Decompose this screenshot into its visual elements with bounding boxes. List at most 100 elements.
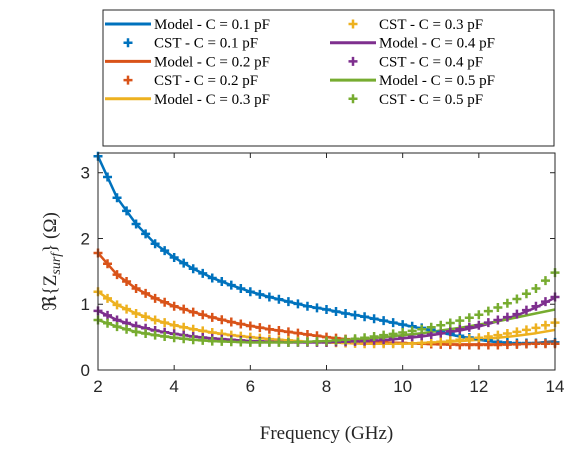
- data-point: [103, 293, 113, 303]
- legend-entry: Model - C = 0.1 pF: [154, 17, 270, 33]
- data-point: [188, 307, 198, 317]
- data-point: [502, 340, 512, 350]
- x-tick-label: 4: [169, 377, 178, 396]
- data-point: [112, 322, 122, 332]
- legend-entry: Model - C = 0.3 pF: [154, 92, 270, 108]
- data-point: [531, 301, 541, 311]
- data-point: [312, 303, 322, 313]
- data-point: [455, 335, 465, 345]
- data-point: [122, 277, 132, 287]
- data-point: [226, 317, 236, 327]
- data-point: [141, 329, 151, 339]
- data-point: [226, 337, 236, 347]
- data-point: [274, 326, 284, 336]
- data-point: [493, 315, 503, 325]
- legend-entry: CST - C = 0.4 pF: [379, 54, 483, 70]
- data-point: [274, 294, 284, 304]
- data-point: [360, 333, 370, 343]
- data-point: [322, 305, 331, 315]
- x-tick-label: 6: [246, 377, 255, 396]
- data-point: [436, 320, 446, 330]
- x-tick-label: 8: [322, 377, 331, 396]
- data-point: [236, 283, 246, 293]
- data-point: [531, 339, 541, 349]
- data-point: [141, 288, 151, 298]
- data-point: [226, 280, 236, 290]
- data-point: [131, 219, 141, 229]
- data-point: [322, 336, 331, 346]
- data-point: [179, 322, 189, 332]
- data-point: [264, 324, 274, 334]
- data-point: [398, 328, 408, 338]
- data-point: [398, 320, 408, 330]
- data-point: [293, 299, 303, 309]
- legend-entry: Model - C = 0.5 pF: [379, 73, 495, 89]
- data-point: [474, 310, 484, 320]
- data-point: [483, 331, 493, 341]
- data-point: [217, 277, 227, 287]
- data-point: [112, 300, 122, 310]
- data-point: [169, 333, 179, 343]
- data-point: [350, 310, 360, 320]
- data-point: [103, 172, 113, 182]
- data-point: [160, 297, 170, 307]
- data-point: [122, 304, 132, 314]
- data-point: [341, 335, 351, 345]
- data-point: [179, 258, 189, 268]
- x-axis: 2 4 6 8 10 12 14: [93, 153, 564, 396]
- data-point: [512, 339, 522, 349]
- data-point: [512, 327, 522, 337]
- data-point: [445, 336, 455, 346]
- data-point: [474, 320, 484, 330]
- data-point: [483, 340, 493, 350]
- data-point: [312, 336, 322, 346]
- data-point: [540, 276, 550, 286]
- data-point: [141, 312, 151, 322]
- data-point: [255, 323, 265, 333]
- data-point: [521, 305, 531, 315]
- data-point: [483, 306, 493, 316]
- data-point: [502, 298, 512, 308]
- data-point: [122, 324, 132, 334]
- x-tick-label: 14: [546, 377, 565, 396]
- data-point: [198, 335, 208, 345]
- data-point: [502, 329, 512, 339]
- y-axis-label-tail: } (Ω): [40, 212, 61, 253]
- x-tick-label: 2: [93, 377, 102, 396]
- data-point: [150, 239, 160, 249]
- data-point: [521, 325, 531, 335]
- data-point: [436, 328, 446, 338]
- data-point: [540, 339, 550, 349]
- data-point: [245, 321, 255, 331]
- legend-entry: Model - C = 0.2 pF: [154, 54, 270, 70]
- data-point: [131, 327, 141, 337]
- data-point: [264, 292, 274, 302]
- y-tick-label: 2: [81, 229, 90, 248]
- y-axis-label-subscript: surf: [49, 251, 64, 275]
- data-point: [331, 306, 341, 316]
- legend-swatch: [348, 56, 358, 66]
- data-point: [350, 334, 360, 344]
- data-point: [131, 283, 141, 293]
- data-point: [407, 326, 417, 336]
- data-point: [331, 335, 341, 345]
- data-point: [160, 331, 170, 341]
- legend-swatch: [348, 19, 358, 29]
- data-point: [302, 301, 312, 311]
- data-point: [141, 229, 151, 239]
- data-point: [264, 337, 274, 347]
- data-point: [207, 312, 217, 322]
- data-point: [464, 322, 474, 332]
- data-point: [531, 323, 541, 333]
- x-tick-label: 12: [469, 377, 488, 396]
- data-point: [388, 318, 398, 328]
- data-point: [426, 337, 436, 347]
- data-point: [512, 294, 522, 304]
- data-point: [493, 330, 503, 340]
- series-markers-9: [93, 268, 560, 347]
- y-tick-label: 0: [81, 361, 90, 380]
- data-point: [512, 309, 522, 319]
- data-point: [436, 337, 446, 347]
- data-point: [122, 206, 132, 216]
